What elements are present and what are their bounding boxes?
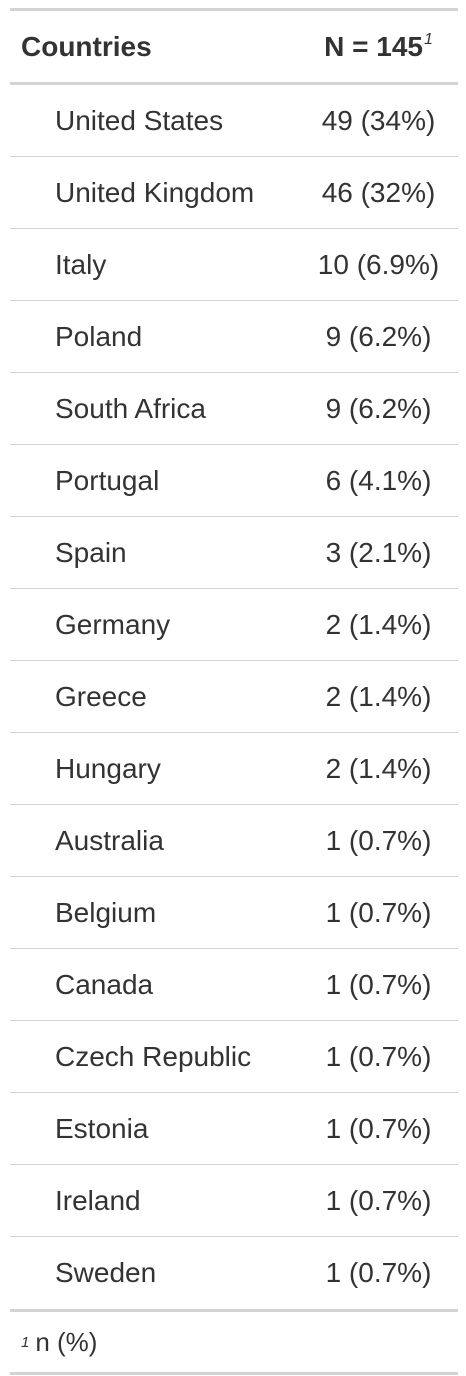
table-row: Germany 2 (1.4%) xyxy=(10,589,458,661)
value-cell: 2 (1.4%) xyxy=(325,752,432,784)
country-cell: Hungary xyxy=(55,752,161,784)
header-n-label: N = 145 xyxy=(324,30,423,62)
country-cell: South Africa xyxy=(55,392,206,424)
header-countries: Countries xyxy=(21,30,152,62)
header-n: N = 1451 xyxy=(307,31,458,63)
value-cell: 1 (0.7%) xyxy=(325,1040,432,1072)
country-cell: Ireland xyxy=(55,1184,141,1216)
value-cell: 9 (6.2%) xyxy=(325,320,432,352)
country-cell: United States xyxy=(55,104,224,136)
value-cell: 46 (32%) xyxy=(321,176,436,208)
value-cell: 2 (1.4%) xyxy=(325,608,432,640)
country-cell: Belgium xyxy=(55,896,157,928)
value-cell: 2 (1.4%) xyxy=(325,680,432,712)
country-cell: Estonia xyxy=(55,1112,149,1144)
country-cell: Spain xyxy=(55,536,127,568)
table-header-row: Countries N = 1451 xyxy=(10,11,458,85)
table-row: Hungary 2 (1.4%) xyxy=(10,733,458,805)
country-cell: Greece xyxy=(55,680,147,712)
country-cell: Germany xyxy=(55,608,171,640)
country-cell: United Kingdom xyxy=(55,176,255,208)
table-row: United Kingdom 46 (32%) xyxy=(10,157,458,229)
value-cell: 10 (6.9%) xyxy=(317,248,440,280)
table-bottom-rule xyxy=(10,1309,458,1312)
country-cell: Sweden xyxy=(55,1257,157,1288)
table-row: Ireland 1 (0.7%) xyxy=(10,1165,458,1237)
value-cell: 49 (34%) xyxy=(321,104,436,136)
country-cell: Canada xyxy=(55,968,154,1000)
country-cell: Italy xyxy=(55,248,107,280)
table-row: Australia 1 (0.7%) xyxy=(10,805,458,877)
value-cell: 9 (6.2%) xyxy=(325,392,432,424)
table-row: United States 49 (34%) xyxy=(10,85,458,157)
table-row: Poland 9 (6.2%) xyxy=(10,301,458,373)
table-row: Sweden 1 (0.7%) xyxy=(10,1237,458,1309)
table-top-rule xyxy=(10,8,458,11)
value-cell: 6 (4.1%) xyxy=(325,464,432,496)
header-footnote-mark: 1 xyxy=(423,30,433,48)
country-cell: Portugal xyxy=(55,464,160,496)
table-row: Belgium 1 (0.7%) xyxy=(10,877,458,949)
value-cell: 1 (0.7%) xyxy=(325,896,432,928)
table-row: Portugal 6 (4.1%) xyxy=(10,445,458,517)
footnote-text: n (%) xyxy=(35,1326,98,1357)
value-cell: 3 (2.1%) xyxy=(325,536,432,568)
value-cell: 1 (0.7%) xyxy=(325,968,432,1000)
table-row: South Africa 9 (6.2%) xyxy=(10,373,458,445)
country-cell: Czech Republic xyxy=(55,1040,252,1072)
summary-table: Countries N = 1451 United States 49 (34%)… xyxy=(10,8,458,1375)
country-cell: Poland xyxy=(55,320,143,352)
table-row: Greece 2 (1.4%) xyxy=(10,661,458,733)
table-row: Canada 1 (0.7%) xyxy=(10,949,458,1021)
table-row: Spain 3 (2.1%) xyxy=(10,517,458,589)
table-row: Estonia 1 (0.7%) xyxy=(10,1093,458,1165)
value-cell: 1 (0.7%) xyxy=(325,1112,432,1144)
table-row: Czech Republic 1 (0.7%) xyxy=(10,1021,458,1093)
table-body: United States 49 (34%) United Kingdom 46 (3… xyxy=(10,85,458,1309)
value-cell: 1 (0.7%) xyxy=(325,1257,432,1288)
table-row: Italy 10 (6.9%) xyxy=(10,229,458,301)
table-footnote: 1 n (%) xyxy=(10,1312,458,1372)
table-end-rule xyxy=(10,1372,458,1375)
value-cell: 1 (0.7%) xyxy=(325,1184,432,1216)
footnote-mark: 1 xyxy=(21,1333,30,1351)
country-cell: Australia xyxy=(55,824,164,856)
value-cell: 1 (0.7%) xyxy=(325,824,432,856)
